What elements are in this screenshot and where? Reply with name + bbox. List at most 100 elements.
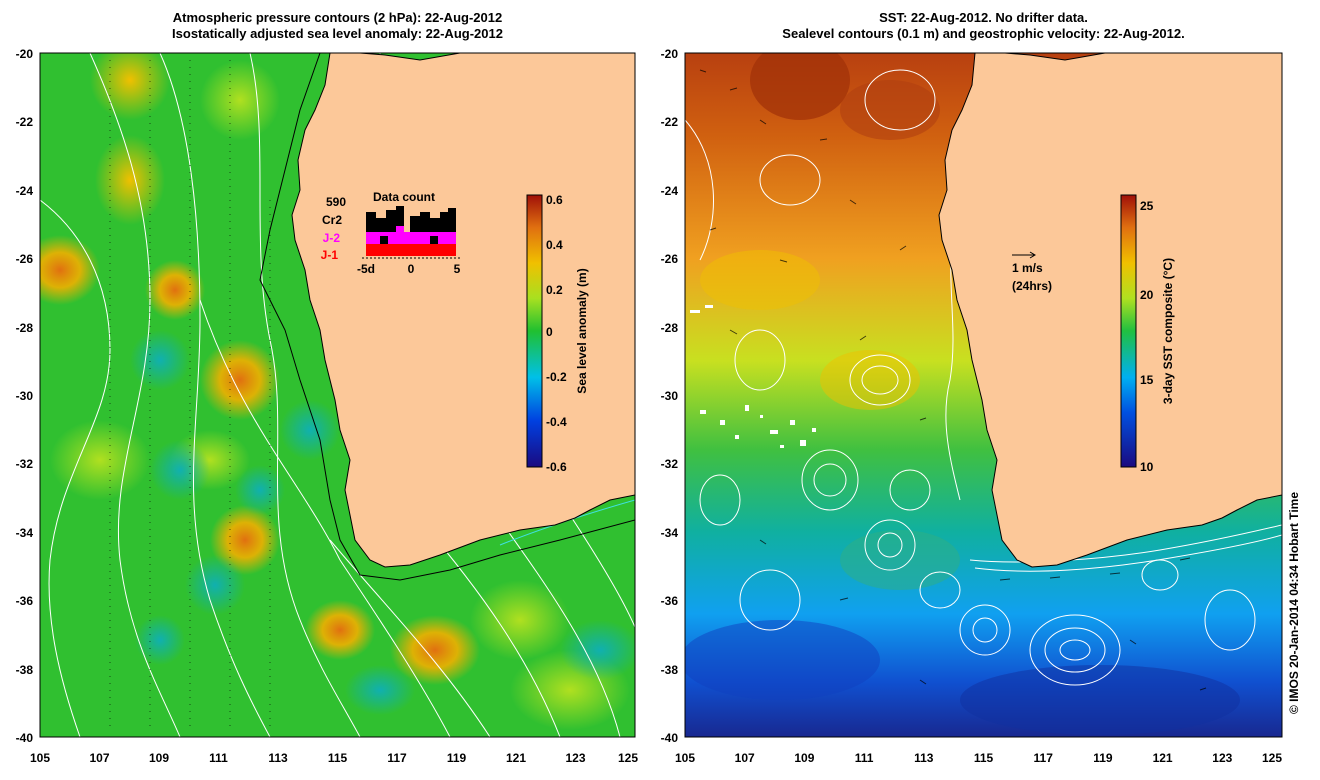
sealevel-contours	[685, 69, 1282, 686]
right-y-tick: -34	[661, 526, 679, 540]
right-x-tick: 123	[1212, 751, 1232, 765]
shelf-edge	[259, 53, 635, 581]
velocity-arrow-icon	[1029, 251, 1036, 259]
velocity-arrows	[699, 69, 1207, 691]
sla-colorbar-ramp	[526, 194, 543, 468]
right-x-tick: 125	[1262, 751, 1282, 765]
right-map	[685, 53, 1282, 737]
velocity-scale-sublabel: (24hrs)	[1012, 279, 1052, 293]
copyright-notice: © IMOS 20-Jan-2014 04:34 Hobart Time	[1287, 492, 1301, 714]
left-y-tick: -32	[16, 457, 34, 471]
sla-colorbar: 0.6 0.4 0.2 0 -0.2 -0.4 -0.6 Sea level a…	[526, 193, 589, 474]
left-x-tick: 105	[30, 751, 50, 765]
data-count-sat-j1: J-1	[321, 248, 339, 262]
sla-colorbar-tick: -0.6	[546, 460, 567, 474]
right-y-tick: -28	[661, 321, 679, 335]
left-title-line2: Isostatically adjusted sea level anomaly…	[172, 26, 503, 41]
right-y-tick: -20	[661, 47, 679, 61]
lat-dot-grid	[109, 60, 271, 730]
sst-colorbar-tick: 15	[1140, 373, 1154, 387]
left-y-tick: -28	[16, 321, 34, 335]
right-y-tick: -26	[661, 252, 679, 266]
sst-colorbar-tick: 10	[1140, 460, 1154, 474]
data-count-bars	[366, 206, 456, 256]
data-count-axis-right: 5	[454, 262, 461, 276]
right-y-tick: -38	[661, 663, 679, 677]
left-x-axis: 105 107 109 111 113 115 117 119 121 123 …	[30, 751, 638, 765]
right-x-tick: 115	[974, 751, 994, 765]
left-x-tick: 125	[618, 751, 638, 765]
left-x-tick: 115	[328, 751, 348, 765]
sla-anomaly-blobs	[40, 53, 635, 730]
sla-colorbar-tick: 0.2	[546, 283, 563, 297]
sst-colorbar-tick: 20	[1140, 288, 1154, 302]
left-x-tick: 123	[565, 751, 585, 765]
left-panel-title: Atmospheric pressure contours (2 hPa): 2…	[40, 10, 635, 42]
sst-colorbar: 25 20 15 10 3-day SST composite (°C)	[1120, 194, 1175, 474]
left-y-tick: -40	[16, 731, 34, 745]
left-x-tick: 121	[506, 751, 526, 765]
data-count-inset: Data count 590 Cr2 J-2 J-1 -5d 0 5	[321, 190, 461, 276]
left-y-tick: -26	[16, 252, 34, 266]
sst-colorbar-ramp	[1120, 194, 1137, 468]
left-y-tick: -20	[16, 47, 34, 61]
velocity-scale: 1 m/s (24hrs)	[1012, 251, 1052, 293]
data-count-sat-j2: J-2	[323, 231, 341, 245]
right-y-tick: -22	[661, 115, 679, 129]
left-y-tick: -36	[16, 594, 34, 608]
left-y-tick: -34	[16, 526, 34, 540]
data-count-axis-mid: 0	[408, 262, 415, 276]
right-y-axis: -20 -22 -24 -26 -28 -30 -32 -34 -36 -38 …	[661, 47, 679, 745]
sla-colorbar-tick: -0.4	[546, 415, 567, 429]
right-y-tick: -36	[661, 594, 679, 608]
right-y-tick: -32	[661, 457, 679, 471]
data-count-total: 590	[326, 195, 346, 209]
sst-warm-patches	[685, 53, 1240, 735]
left-x-tick: 117	[387, 751, 407, 765]
right-panel-title: SST: 22-Aug-2012. No drifter data. Seale…	[685, 10, 1282, 42]
left-x-tick: 109	[149, 751, 169, 765]
right-map-frame	[684, 52, 1283, 738]
right-x-tick: 117	[1034, 751, 1054, 765]
left-y-tick: -30	[16, 389, 34, 403]
right-title-line1: SST: 22-Aug-2012. No drifter data.	[879, 10, 1088, 25]
data-count-title: Data count	[373, 190, 435, 204]
right-x-tick: 105	[675, 751, 695, 765]
data-count-sat-cr2: Cr2	[322, 213, 342, 227]
sla-colorbar-tick: 0.6	[546, 193, 563, 207]
left-y-tick: -22	[16, 115, 34, 129]
left-x-tick: 111	[209, 751, 228, 765]
pressure-contours	[40, 53, 635, 737]
velocity-scale-label: 1 m/s	[1012, 261, 1043, 275]
right-y-tick: -24	[661, 184, 679, 198]
right-x-axis: 105 107 109 111 113 115 117 119 121 123 …	[675, 751, 1282, 765]
left-x-tick: 113	[268, 751, 288, 765]
right-x-tick: 121	[1153, 751, 1173, 765]
left-y-axis: -20 -22 -24 -26 -28 -30 -32 -34 -36 -38 …	[16, 47, 34, 745]
sla-colorbar-label: Sea level anomaly (m)	[575, 268, 589, 393]
left-land	[291, 53, 635, 568]
right-x-tick: 113	[914, 751, 934, 765]
right-y-tick: -40	[661, 731, 679, 745]
right-x-tick: 111	[855, 751, 874, 765]
left-map-frame	[39, 52, 636, 738]
right-x-tick: 107	[735, 751, 755, 765]
cloud-mask	[690, 305, 816, 448]
left-title-line1: Atmospheric pressure contours (2 hPa): 2…	[172, 10, 503, 25]
right-title-line2: Sealevel contours (0.1 m) and geostrophi…	[782, 26, 1185, 41]
sla-colorbar-tick: 0	[546, 325, 553, 339]
sla-colorbar-tick: 0.4	[546, 238, 563, 252]
sst-colorbar-tick: 25	[1140, 199, 1154, 213]
left-map	[40, 53, 635, 737]
right-x-tick: 109	[794, 751, 814, 765]
sst-colorbar-label: 3-day SST composite (°C)	[1161, 258, 1175, 404]
left-y-tick: -38	[16, 663, 34, 677]
right-x-tick: 119	[1093, 751, 1113, 765]
data-count-axis-left: -5d	[357, 262, 375, 276]
left-x-tick: 107	[89, 751, 109, 765]
sla-colorbar-tick: -0.2	[546, 370, 567, 384]
right-y-tick: -30	[661, 389, 679, 403]
left-y-tick: -24	[16, 184, 34, 198]
left-x-tick: 119	[447, 751, 467, 765]
